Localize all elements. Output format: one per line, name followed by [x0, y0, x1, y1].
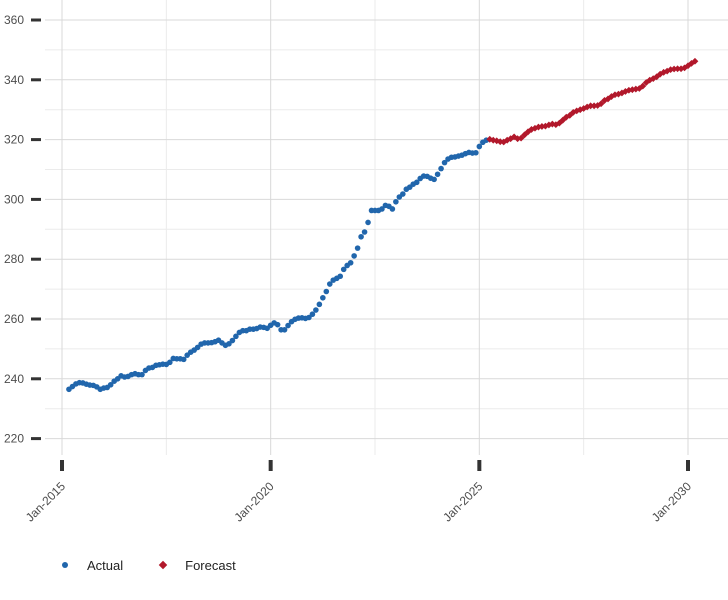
data-point-forecast	[691, 57, 699, 65]
circle-marker-icon	[55, 555, 75, 575]
y-tick-label: 300	[4, 192, 24, 206]
data-point-actual	[316, 301, 323, 308]
data-point-actual	[361, 229, 368, 235]
data-point-forecast	[562, 113, 570, 121]
data-point-forecast	[569, 108, 577, 116]
data-point-forecast	[486, 135, 494, 143]
data-point-actual	[365, 219, 371, 226]
data-point-actual	[389, 206, 396, 212]
data-point-actual	[285, 322, 291, 329]
data-point-actual	[431, 176, 437, 183]
data-point-actual	[323, 288, 330, 295]
data-point-forecast	[528, 126, 535, 133]
chart-legend: Actual Forecast	[55, 555, 266, 575]
data-point-forecast	[500, 138, 508, 146]
data-point-forecast	[590, 102, 598, 110]
y-tick-label: 260	[4, 312, 24, 326]
data-point-actual	[326, 281, 333, 287]
data-point-forecast	[670, 65, 678, 73]
data-point-actual	[167, 359, 173, 366]
data-point-actual	[434, 171, 441, 178]
x-tick-label: Jan-2025	[440, 479, 486, 525]
data-point-forecast	[674, 65, 681, 73]
data-point-actual	[274, 321, 281, 328]
x-tick-label: Jan-2030	[649, 479, 695, 525]
data-point-forecast	[587, 102, 595, 110]
x-tick-label: Jan-2020	[232, 479, 278, 525]
data-point-actual	[413, 179, 420, 186]
data-point-forecast	[628, 86, 636, 94]
y-tick-label: 340	[4, 73, 24, 87]
data-point-forecast	[635, 85, 643, 92]
data-point-actual	[379, 206, 385, 212]
data-point-forecast	[531, 124, 539, 132]
data-point-actual	[139, 371, 145, 378]
data-point-actual	[180, 356, 187, 363]
data-point-forecast	[514, 135, 521, 143]
data-point-actual	[194, 344, 201, 351]
data-point-forecast	[594, 102, 601, 109]
diamond-marker-icon	[153, 555, 173, 575]
data-point-actual	[354, 245, 361, 251]
data-point-actual	[358, 233, 364, 240]
legend-item-forecast: Forecast	[153, 555, 236, 575]
y-tick-label: 220	[4, 432, 24, 446]
data-point-forecast	[493, 137, 501, 145]
legend-label-forecast: Forecast	[185, 557, 236, 573]
data-point-forecast	[489, 136, 497, 144]
x-tick-label: Jan-2015	[23, 479, 69, 525]
data-point-forecast	[667, 66, 675, 74]
data-point-actual	[229, 337, 236, 344]
y-tick-label: 360	[4, 13, 24, 27]
data-point-actual	[306, 314, 312, 321]
legend-item-actual: Actual	[55, 555, 123, 575]
data-point-forecast	[608, 93, 615, 100]
data-point-actual	[476, 143, 483, 150]
data-point-actual	[107, 381, 114, 388]
data-point-actual	[473, 149, 479, 156]
data-point-actual	[233, 333, 239, 340]
data-point-actual	[400, 191, 406, 197]
data-point-forecast	[688, 59, 695, 67]
data-point-actual	[438, 165, 444, 172]
data-point-actual	[393, 198, 399, 205]
y-tick-label: 280	[4, 252, 24, 266]
data-point-actual	[320, 294, 326, 301]
legend-label-actual: Actual	[87, 557, 124, 573]
data-point-forecast	[552, 121, 560, 129]
data-point-actual	[441, 159, 448, 166]
data-point-forecast	[684, 62, 692, 70]
data-point-forecast	[510, 133, 518, 141]
data-point-actual	[313, 307, 319, 313]
y-tick-label: 320	[4, 133, 24, 147]
data-point-actual	[340, 266, 347, 273]
data-point-actual	[281, 326, 288, 333]
data-point-forecast	[524, 128, 532, 136]
y-tick-label: 240	[4, 372, 24, 386]
data-point-forecast	[639, 82, 647, 90]
data-point-actual	[351, 253, 357, 259]
data-point-actual	[337, 273, 344, 280]
data-point-actual	[309, 311, 316, 318]
data-point-actual	[347, 259, 354, 266]
data-point-forecast	[559, 116, 567, 124]
data-point-actual	[226, 341, 232, 347]
